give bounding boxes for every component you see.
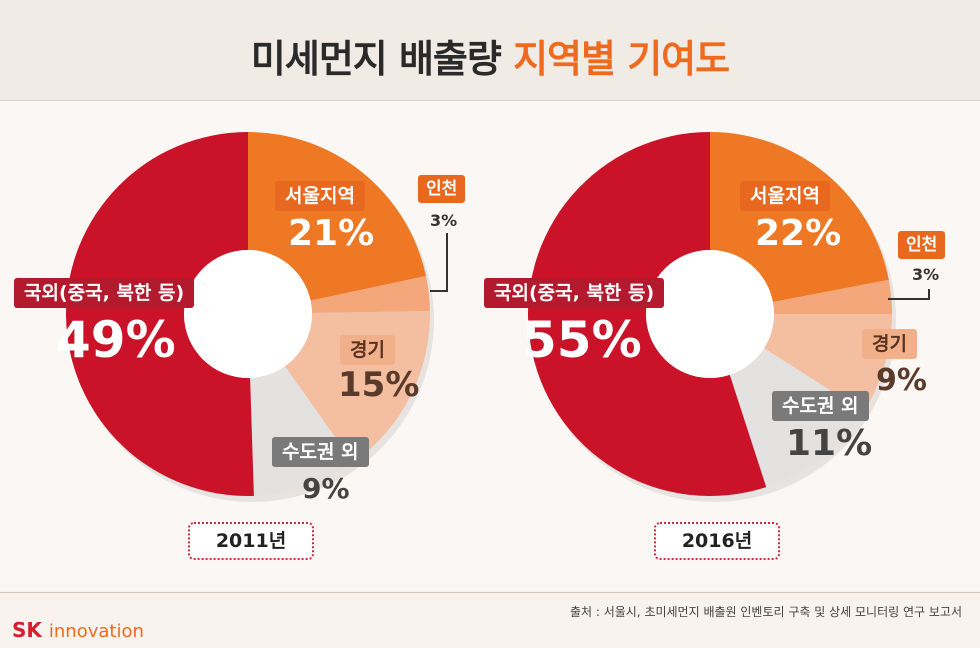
label-incheon-2011: 인천: [418, 175, 466, 203]
donut-hole: [184, 250, 312, 378]
title-accent: 지역별 기여도: [513, 37, 730, 81]
logo-innovation: innovation: [48, 621, 144, 642]
value-gyeonggi-2016: 9%: [876, 363, 927, 398]
label-overseas-2016: 국외(중국, 북한 등): [484, 278, 665, 308]
label-seoul-2011: 서울지역: [275, 181, 365, 211]
value-incheon-2011: 3%: [430, 211, 458, 230]
year-badge-2016: 2016년: [654, 522, 780, 560]
value-other-2016: 11%: [786, 423, 873, 464]
value-gyeonggi-2011: 15%: [338, 365, 420, 405]
label-other-2016: 수도권 외: [772, 391, 869, 421]
header-bar: 미세먼지 배출량 지역별 기여도: [0, 0, 980, 101]
label-gyeonggi-2011: 경기: [340, 335, 395, 365]
value-other-2011: 9%: [302, 472, 350, 505]
donut-hole: [646, 250, 774, 378]
footer-divider: [0, 592, 980, 593]
value-seoul-2011: 21%: [288, 213, 375, 254]
page-title: 미세먼지 배출량 지역별 기여도: [0, 28, 980, 83]
callout-incheon-2011: [446, 233, 448, 291]
value-overseas-2016: 55%: [522, 311, 642, 369]
value-overseas-2011: 49%: [56, 311, 176, 369]
donut-slice-1: [310, 275, 430, 313]
logo-sk: SK: [12, 618, 42, 642]
label-overseas-2011: 국외(중국, 북한 등): [14, 278, 195, 308]
label-gyeonggi-2016: 경기: [862, 329, 917, 359]
donut-slice-0: [710, 132, 889, 303]
label-other-2011: 수도권 외: [272, 437, 369, 467]
callout-incheon-2011-h: [430, 290, 448, 292]
callout-incheon-2016: [928, 289, 930, 299]
donut-slice-2: [764, 314, 893, 412]
callout-incheon-2016-h: [888, 298, 930, 300]
label-seoul-2016: 서울지역: [740, 181, 830, 211]
label-incheon-2016: 인천: [898, 231, 946, 259]
value-seoul-2016: 22%: [755, 213, 842, 254]
source-note: 출처 : 서울시, 초미세먼지 배출원 인벤토리 구축 및 상세 모니터링 연구…: [569, 605, 962, 619]
donut-slice-4: [66, 132, 254, 496]
chart-area: 서울지역 21% 인천 3% 경기 15% 수도권 외 9% 국외(중국, 북한…: [0, 101, 980, 591]
donut-slice-1: [772, 279, 893, 314]
title-main: 미세먼지 배출량: [250, 37, 502, 81]
donut-slice-0: [248, 132, 426, 301]
sk-innovation-logo: SK innovation: [12, 618, 144, 642]
year-badge-2011: 2011년: [188, 522, 314, 560]
value-incheon-2016: 3%: [912, 265, 940, 284]
donut-slice-4: [528, 132, 767, 496]
